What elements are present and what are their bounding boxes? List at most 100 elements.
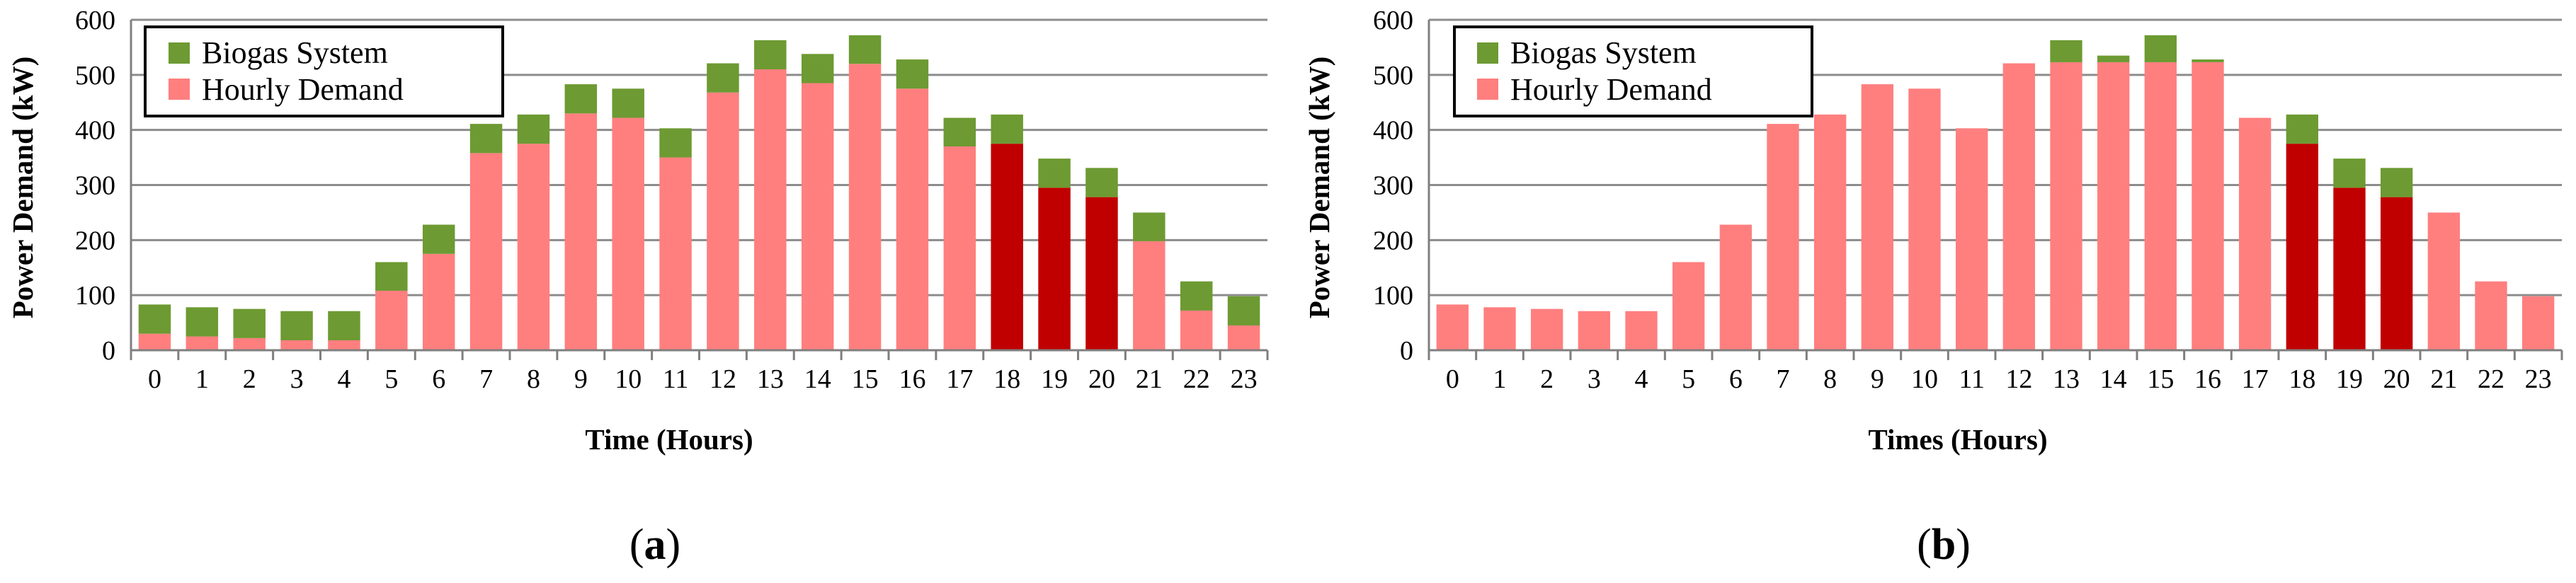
bar-hourly-demand — [2050, 62, 2082, 350]
x-tick-label: 18 — [993, 364, 1020, 394]
bar-biogas-system — [422, 224, 455, 254]
legend-swatch-biogas — [169, 42, 190, 64]
y-tick-labels: 0 100 200 300 400 500 600 — [75, 6, 115, 366]
y-tick-label: 0 — [102, 336, 115, 366]
bar-hourly-demand — [659, 157, 692, 351]
bar-hourly-demand — [896, 88, 929, 351]
legend-label-demand: Hourly Demand — [1510, 72, 1712, 107]
bar-hourly-demand — [1578, 311, 1610, 350]
x-tick-label: 7 — [1777, 364, 1790, 394]
bar-biogas-system — [186, 307, 219, 337]
legend: Biogas System Hourly Demand — [1453, 25, 1813, 117]
legend-box — [144, 25, 504, 117]
x-tick-label: 20 — [2383, 364, 2410, 394]
x-tick-label: 15 — [2147, 364, 2174, 394]
bar-hourly-demand — [1719, 224, 1752, 350]
bar-hourly-demand — [422, 253, 455, 350]
x-tick-label: 2 — [243, 364, 256, 394]
y-tick-label: 600 — [1373, 6, 1413, 35]
axes — [130, 20, 1269, 360]
bar-hourly-demand — [801, 83, 834, 350]
bar-biogas-system — [848, 35, 882, 64]
y-tick-label: 300 — [1373, 171, 1413, 201]
x-tick-label: 9 — [1871, 364, 1884, 394]
legend-box — [1453, 25, 1813, 117]
bar-hourly-demand — [1038, 187, 1071, 350]
x-tick-label: 4 — [337, 364, 351, 394]
bar-biogas-system — [896, 59, 929, 89]
y-tick-label: 200 — [75, 226, 115, 255]
bar-biogas-system — [2192, 59, 2224, 62]
bars — [1436, 35, 2555, 351]
x-tick-label: 15 — [852, 364, 879, 394]
bar-hourly-demand — [2002, 63, 2035, 350]
panel-label-a: (a) — [629, 521, 680, 569]
y-tick-label: 500 — [1373, 61, 1413, 91]
bar-hourly-demand — [1861, 84, 1893, 350]
legend-label-biogas: Biogas System — [1510, 35, 1697, 70]
bar-biogas-system — [138, 304, 171, 334]
x-tick-label: 8 — [527, 364, 540, 394]
bar-hourly-demand — [280, 340, 313, 350]
x-tick-label: 16 — [899, 364, 925, 394]
bar-biogas-system — [2050, 40, 2082, 62]
x-tick-label: 14 — [2100, 364, 2127, 394]
x-tick-label: 0 — [148, 364, 161, 394]
bar-hourly-demand — [612, 117, 644, 350]
x-tick-labels: 0 1 2 3 4 5 6 7 8 9 10 11 12 13 14 15 16 17 18 19 20 21 22 23 — [1446, 364, 2552, 394]
y-tick-label: 600 — [75, 6, 115, 35]
bar-biogas-system — [328, 311, 360, 340]
bar-hourly-demand — [2239, 117, 2272, 350]
bar-biogas-system — [233, 308, 266, 338]
x-tick-label: 10 — [1911, 364, 1938, 394]
x-tick-label: 18 — [2289, 364, 2315, 394]
bar-biogas-system — [612, 88, 644, 118]
legend-swatch-biogas — [1477, 42, 1498, 64]
bar-biogas-system — [1085, 168, 1118, 197]
bar-biogas-system — [707, 63, 739, 93]
legend-label-demand: Hourly Demand — [202, 72, 404, 107]
bar-hourly-demand — [1133, 241, 1166, 350]
bar-biogas-system — [2381, 168, 2413, 197]
bar-hourly-demand — [1180, 310, 1213, 350]
x-tick-label: 14 — [804, 364, 831, 394]
y-axis-title: Power Demand (kW) — [6, 57, 39, 318]
bar-hourly-demand — [1672, 262, 1705, 350]
bar-hourly-demand — [754, 69, 787, 351]
bar-hourly-demand — [233, 337, 266, 350]
legend-label-biogas: Biogas System — [202, 35, 388, 70]
bar-biogas-system — [1227, 296, 1260, 325]
x-tick-label: 6 — [1729, 364, 1743, 394]
x-axis-title: Time (Hours) — [585, 423, 753, 456]
x-tick-label: 0 — [1446, 364, 1459, 394]
bar-hourly-demand — [943, 146, 976, 350]
x-tick-label: 22 — [2478, 364, 2504, 394]
x-tick-label: 23 — [1231, 364, 1258, 394]
y-tick-label: 100 — [1373, 281, 1413, 311]
y-tick-label: 400 — [1373, 116, 1413, 146]
bar-biogas-system — [754, 40, 787, 70]
bar-hourly-demand — [1956, 128, 1988, 350]
x-tick-label: 3 — [1588, 364, 1601, 394]
bar-hourly-demand — [2475, 281, 2507, 350]
x-tick-label: 17 — [2242, 364, 2269, 394]
bar-hourly-demand — [138, 333, 171, 350]
bar-biogas-system — [375, 262, 408, 291]
bar-biogas-system — [2097, 55, 2130, 62]
axes — [1427, 20, 2563, 360]
y-tick-label: 500 — [75, 61, 115, 91]
bar-hourly-demand — [2522, 296, 2555, 350]
x-tick-label: 10 — [615, 364, 642, 394]
y-tick-label: 200 — [1373, 226, 1413, 255]
x-tick-label: 12 — [709, 364, 736, 394]
x-tick-label: 23 — [2525, 364, 2552, 394]
x-tick-label: 20 — [1088, 364, 1115, 394]
x-tick-label: 1 — [1493, 364, 1507, 394]
x-tick-label: 5 — [384, 364, 398, 394]
bar-hourly-demand — [2097, 62, 2130, 350]
x-tick-label: 21 — [1136, 364, 1163, 394]
bar-biogas-system — [1038, 158, 1071, 188]
x-tick-label: 2 — [1540, 364, 1554, 394]
